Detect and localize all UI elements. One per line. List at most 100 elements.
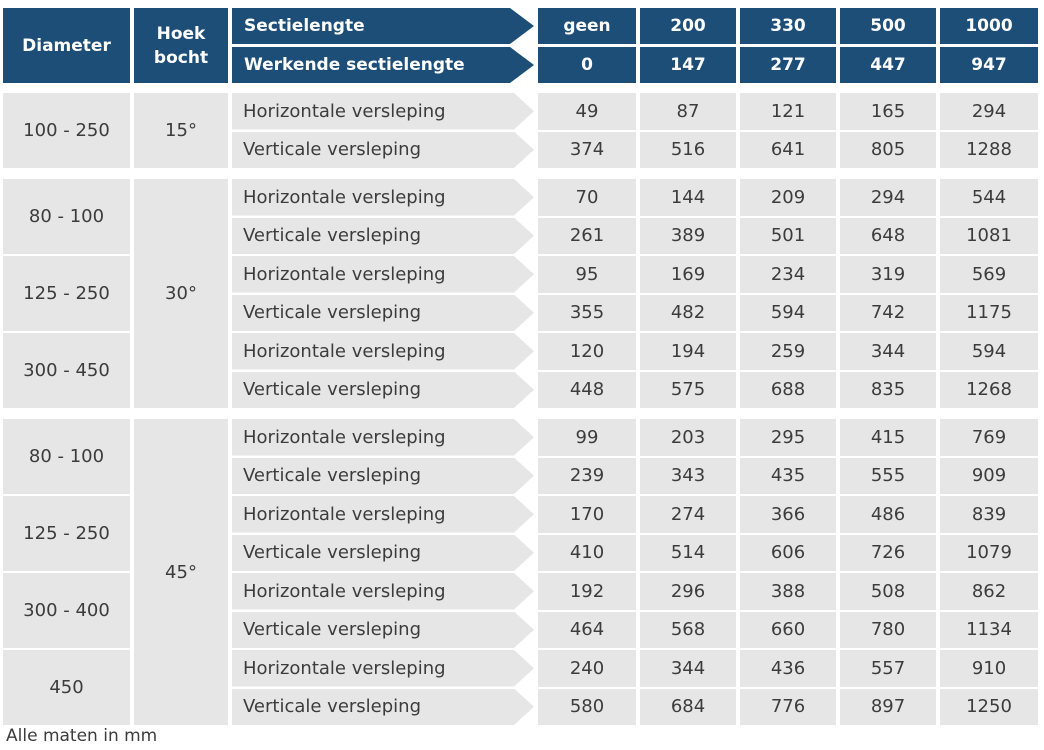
- value-cell: 648: [840, 217, 936, 254]
- value-cell: 448: [538, 371, 636, 408]
- value-cell: 389: [640, 217, 736, 254]
- value-cell: 742: [840, 294, 936, 331]
- header-sectielengte-value: 200: [640, 8, 736, 44]
- value-cell: 606: [740, 534, 836, 571]
- header-diameter: Diameter: [3, 8, 130, 83]
- row-label: Verticale versleping: [232, 535, 534, 572]
- header-werkende-value: 277: [740, 47, 836, 83]
- value-cell: 170: [538, 496, 636, 533]
- value-cell: 95: [538, 256, 636, 293]
- header-werkende-value: 947: [940, 47, 1038, 83]
- diameter-cell: 80 - 100: [3, 179, 130, 254]
- header-sectielengte-value: geen: [538, 8, 636, 44]
- value-cell: 259: [740, 333, 836, 370]
- angle-cell: 15°: [134, 93, 228, 168]
- value-cell: 319: [840, 256, 936, 293]
- value-cell: 194: [640, 333, 736, 370]
- value-cell: 355: [538, 294, 636, 331]
- value-cell: 70: [538, 179, 636, 216]
- row-label: Horizontale versleping: [232, 419, 534, 456]
- angle-cell: 45°: [134, 419, 228, 725]
- value-cell: 514: [640, 534, 736, 571]
- value-cell: 594: [940, 333, 1038, 370]
- value-cell: 120: [538, 333, 636, 370]
- header-sectielengte-value: 500: [840, 8, 936, 44]
- row-label: Horizontale versleping: [232, 179, 534, 216]
- value-cell: 209: [740, 179, 836, 216]
- value-cell: 594: [740, 294, 836, 331]
- value-cell: 343: [640, 457, 736, 494]
- diameter-cell: 300 - 400: [3, 573, 130, 648]
- value-cell: 557: [840, 650, 936, 687]
- row-label: Verticale versleping: [232, 132, 534, 169]
- value-cell: 776: [740, 688, 836, 725]
- angle-cell: 30°: [134, 179, 228, 408]
- value-cell: 388: [740, 573, 836, 610]
- row-label: Horizontale versleping: [232, 650, 534, 687]
- value-cell: 508: [840, 573, 936, 610]
- value-cell: 49: [538, 93, 636, 130]
- value-cell: 87: [640, 93, 736, 130]
- value-cell: 121: [740, 93, 836, 130]
- header-sectielengte-value: 330: [740, 8, 836, 44]
- value-cell: 569: [940, 256, 1038, 293]
- value-cell: 482: [640, 294, 736, 331]
- value-cell: 862: [940, 573, 1038, 610]
- value-cell: 641: [740, 131, 836, 168]
- value-cell: 486: [840, 496, 936, 533]
- value-cell: 192: [538, 573, 636, 610]
- header-werkende-value: 147: [640, 47, 736, 83]
- value-cell: 897: [840, 688, 936, 725]
- header-hoek-bocht: Hoek bocht: [134, 8, 228, 83]
- units-footnote: Alle maten in mm: [6, 726, 158, 746]
- value-cell: 344: [640, 650, 736, 687]
- value-cell: 436: [740, 650, 836, 687]
- diameter-cell: 450: [3, 650, 130, 725]
- row-label: Verticale versleping: [232, 218, 534, 255]
- row-label: Horizontale versleping: [232, 573, 534, 610]
- value-cell: 261: [538, 217, 636, 254]
- value-cell: 910: [940, 650, 1038, 687]
- value-cell: 580: [538, 688, 636, 725]
- value-cell: 374: [538, 131, 636, 168]
- value-cell: 415: [840, 419, 936, 456]
- diameter-cell: 300 - 450: [3, 333, 130, 408]
- value-cell: 568: [640, 611, 736, 648]
- value-cell: 165: [840, 93, 936, 130]
- row-label: Verticale versleping: [232, 612, 534, 649]
- value-cell: 555: [840, 457, 936, 494]
- value-cell: 296: [640, 573, 736, 610]
- value-cell: 805: [840, 131, 936, 168]
- value-cell: 169: [640, 256, 736, 293]
- value-cell: 435: [740, 457, 836, 494]
- value-cell: 688: [740, 371, 836, 408]
- header-sectielengte-value: 1000: [940, 8, 1038, 44]
- value-cell: 1079: [940, 534, 1038, 571]
- value-cell: 294: [840, 179, 936, 216]
- value-cell: 501: [740, 217, 836, 254]
- header-werkende-value: 0: [538, 47, 636, 83]
- row-label: Verticale versleping: [232, 458, 534, 495]
- value-cell: 839: [940, 496, 1038, 533]
- value-cell: 1268: [940, 371, 1038, 408]
- value-cell: 575: [640, 371, 736, 408]
- diameter-cell: 100 - 250: [3, 93, 130, 168]
- row-label: Verticale versleping: [232, 372, 534, 409]
- diameter-cell: 125 - 250: [3, 496, 130, 571]
- diameter-cell: 125 - 250: [3, 256, 130, 331]
- value-cell: 544: [940, 179, 1038, 216]
- value-cell: 684: [640, 688, 736, 725]
- value-cell: 726: [840, 534, 936, 571]
- diameter-cell: 80 - 100: [3, 419, 130, 494]
- row-label: Horizontale versleping: [232, 93, 534, 130]
- value-cell: 1250: [940, 688, 1038, 725]
- value-cell: 234: [740, 256, 836, 293]
- value-cell: 1134: [940, 611, 1038, 648]
- value-cell: 144: [640, 179, 736, 216]
- value-cell: 516: [640, 131, 736, 168]
- value-cell: 274: [640, 496, 736, 533]
- row-label: Horizontale versleping: [232, 333, 534, 370]
- row-label: Verticale versleping: [232, 295, 534, 332]
- value-cell: 1081: [940, 217, 1038, 254]
